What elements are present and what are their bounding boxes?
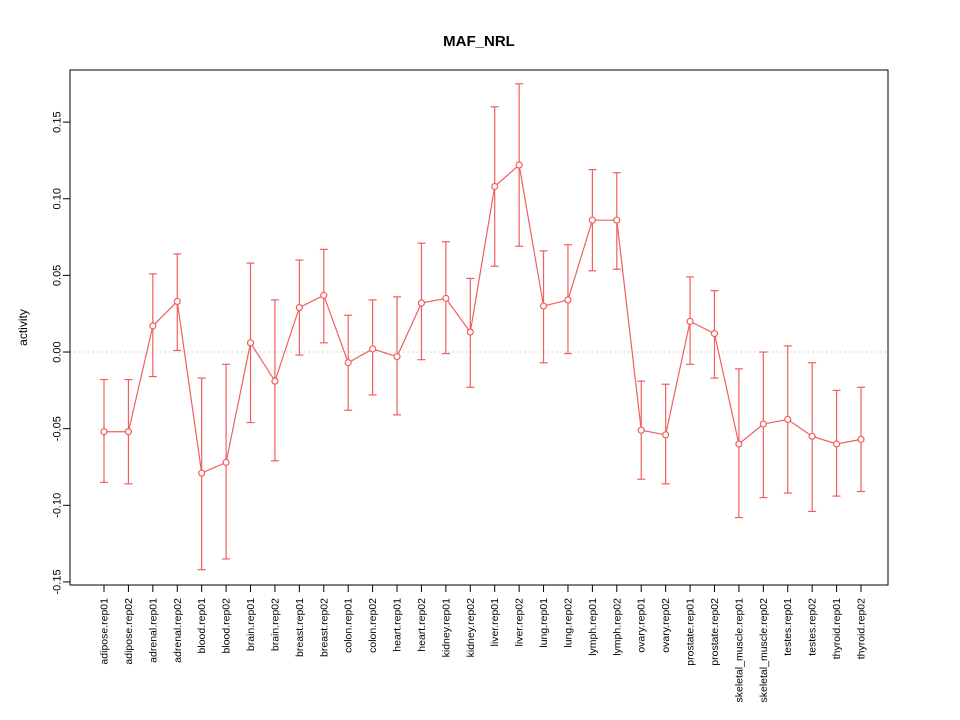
data-point bbox=[832, 440, 841, 448]
y-tick-label: 0.10 bbox=[52, 188, 64, 209]
chart-title: MAF_NRL bbox=[443, 33, 515, 50]
data-point bbox=[857, 435, 865, 443]
x-tick-label: liver.rep02 bbox=[514, 598, 526, 647]
x-tick-label: adipose.rep02 bbox=[123, 598, 135, 665]
x-tick-label: brain.rep01 bbox=[245, 598, 257, 651]
x-tick-label: colon.rep01 bbox=[343, 598, 355, 653]
y-tick-label: 0.00 bbox=[52, 341, 64, 362]
data-point bbox=[295, 303, 303, 312]
data-point bbox=[491, 182, 499, 191]
data-point bbox=[759, 420, 767, 428]
data-point bbox=[662, 431, 670, 439]
x-tick-label: colon.rep02 bbox=[367, 598, 379, 653]
x-tick-label: liver.rep01 bbox=[489, 598, 501, 647]
data-point bbox=[222, 458, 230, 466]
x-tick-label: kidney.rep01 bbox=[440, 598, 452, 658]
data-point bbox=[173, 297, 181, 306]
x-tick-label: blood.rep02 bbox=[221, 598, 233, 654]
x-tick-label: thyroid.rep02 bbox=[856, 598, 868, 659]
y-tick-label: 0.15 bbox=[52, 111, 64, 132]
y-tick-label: -0.10 bbox=[52, 493, 64, 518]
x-tick-label: blood.rep01 bbox=[196, 598, 208, 654]
x-tick-label: lymph.rep01 bbox=[587, 598, 599, 656]
data-point bbox=[539, 302, 548, 310]
data-point bbox=[100, 428, 108, 436]
y-tick-label: 0.05 bbox=[52, 265, 64, 286]
data-point bbox=[588, 216, 596, 224]
data-point bbox=[686, 317, 694, 325]
x-tick-label: adipose.rep01 bbox=[99, 598, 111, 665]
data-point bbox=[466, 328, 474, 336]
y-tick-label: -0.15 bbox=[52, 569, 64, 594]
x-tick-label: skeletal_muscle.rep02 bbox=[758, 598, 770, 703]
data-point bbox=[198, 469, 206, 477]
data-point bbox=[344, 359, 352, 367]
data-point bbox=[637, 426, 645, 434]
data-point bbox=[784, 415, 792, 424]
data-point bbox=[417, 299, 426, 307]
data-point bbox=[271, 377, 279, 385]
x-tick-label: breast.rep02 bbox=[318, 598, 330, 657]
data-point bbox=[515, 161, 523, 169]
data-point bbox=[320, 291, 328, 299]
x-tick-label: testes.rep02 bbox=[807, 598, 819, 656]
x-tick-label: ovary.rep01 bbox=[636, 598, 648, 653]
x-tick-label: brain.rep02 bbox=[269, 598, 281, 651]
x-tick-label: lung.rep02 bbox=[562, 598, 574, 648]
plot-box bbox=[69, 69, 889, 586]
x-tick-label: adrenal.rep02 bbox=[172, 598, 184, 663]
x-tick-label: testes.rep01 bbox=[782, 598, 794, 656]
x-tick-label: kidney.rep02 bbox=[465, 598, 477, 658]
y-tick-label: -0.05 bbox=[52, 416, 64, 441]
x-tick-label: heart.rep02 bbox=[416, 598, 428, 652]
x-tick-label: skeletal_muscle.rep01 bbox=[733, 598, 745, 703]
x-tick-label: ovary.rep02 bbox=[660, 598, 672, 653]
x-tick-label: heart.rep01 bbox=[392, 598, 404, 652]
data-point bbox=[710, 330, 719, 338]
data-point bbox=[393, 353, 401, 361]
x-tick-label: adrenal.rep01 bbox=[147, 598, 159, 663]
series-line bbox=[104, 163, 862, 474]
x-tick-label: prostate.rep01 bbox=[685, 598, 697, 666]
x-tick-label: lung.rep01 bbox=[538, 598, 550, 648]
data-point bbox=[369, 345, 377, 353]
data-point bbox=[149, 322, 157, 330]
x-tick-label: breast.rep01 bbox=[294, 598, 306, 657]
x-tick-label: prostate.rep02 bbox=[709, 598, 721, 666]
x-tick-label: thyroid.rep01 bbox=[831, 598, 843, 659]
data-point bbox=[613, 216, 621, 224]
data-point bbox=[564, 296, 572, 304]
data-point bbox=[246, 339, 255, 347]
data-point bbox=[735, 440, 743, 448]
data-point bbox=[124, 428, 133, 436]
y-axis-label: activity bbox=[16, 309, 30, 346]
data-point bbox=[808, 432, 816, 440]
x-tick-label: lymph.rep02 bbox=[611, 598, 623, 656]
data-point bbox=[442, 294, 450, 302]
